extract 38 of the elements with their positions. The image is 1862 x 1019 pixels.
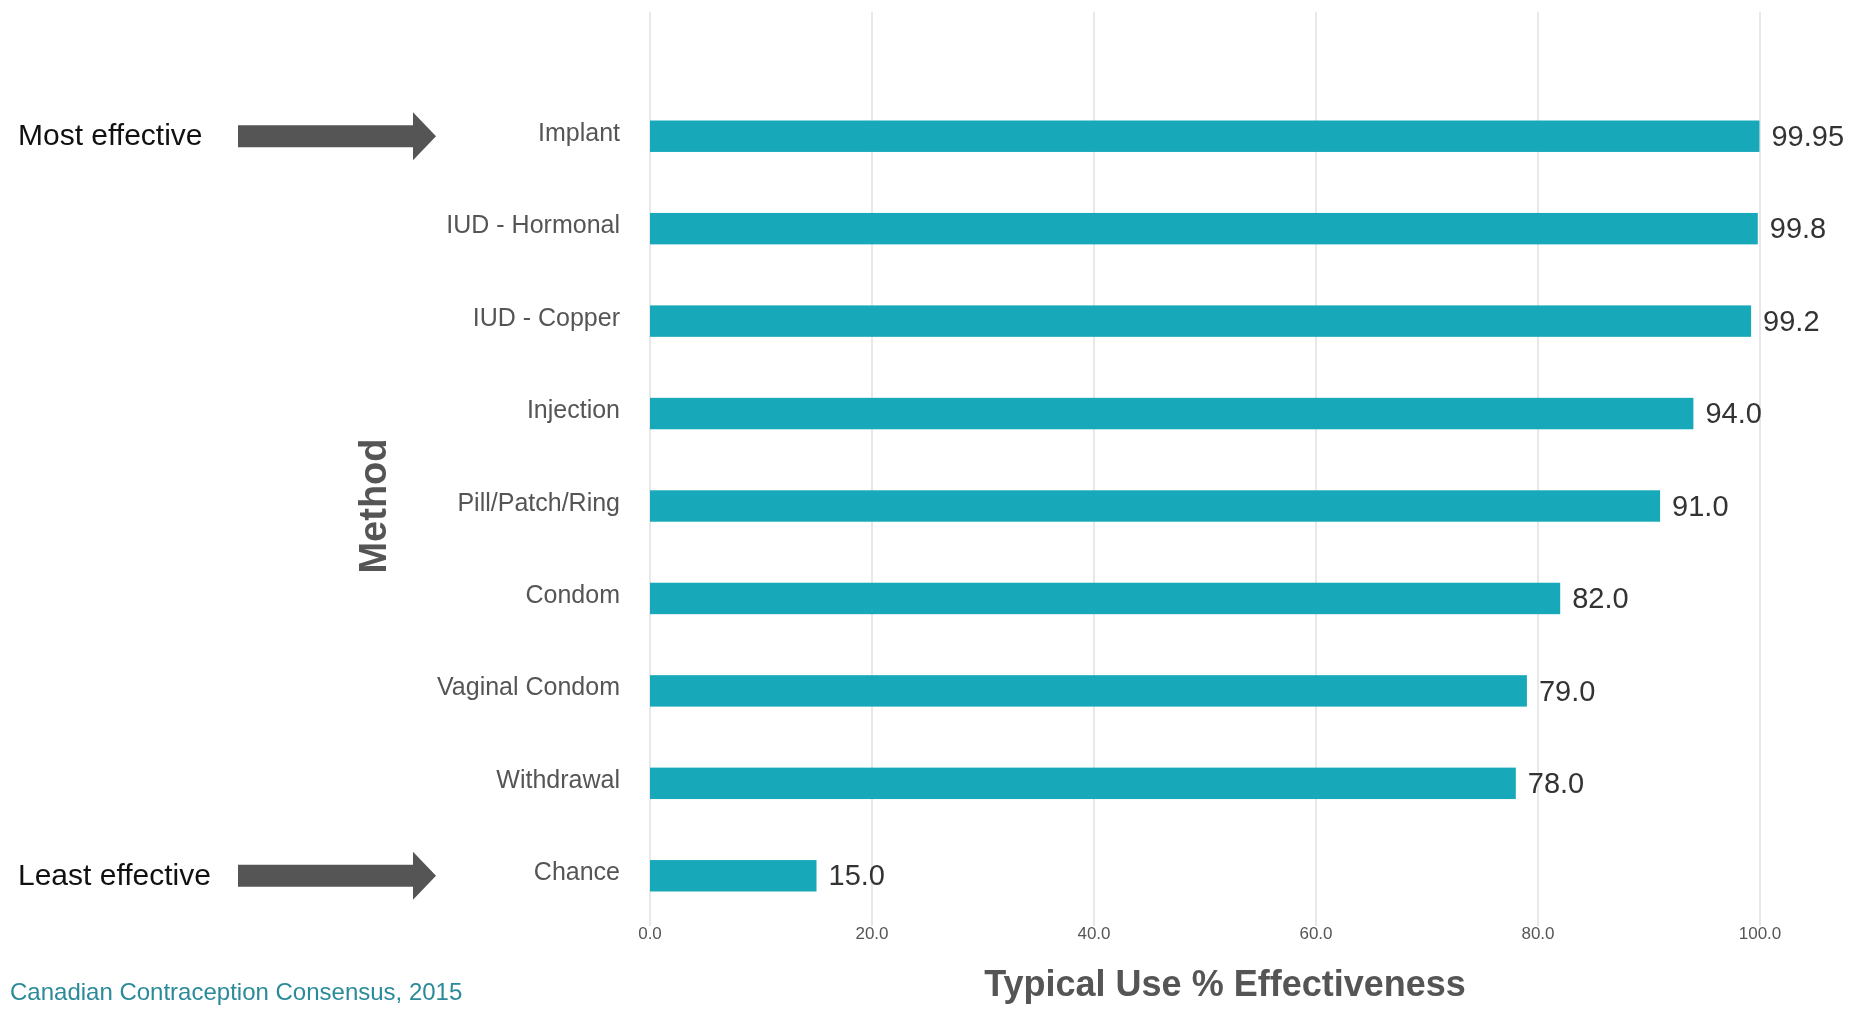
y-tick-label: Pill/Patch/Ring xyxy=(457,487,620,516)
y-tick-label: Injection xyxy=(526,395,620,424)
text: Least effective xyxy=(18,857,211,891)
bar xyxy=(650,582,1561,615)
data-label: 15.0 xyxy=(828,859,885,892)
data-label: 79.0 xyxy=(1538,674,1596,707)
data-label: 91.0 xyxy=(1672,489,1729,522)
y-axis-title: Method xyxy=(352,438,394,574)
x-tick-label: 80.0 xyxy=(1521,924,1555,944)
data-label: 99.95 xyxy=(1771,119,1845,152)
bar xyxy=(650,675,1527,707)
y-tick-label: Chance xyxy=(533,857,620,886)
x-tick-label: 20.0 xyxy=(855,924,889,944)
y-tick-label: Implant xyxy=(538,117,621,146)
y-tick-label: IUD - Hormonal xyxy=(446,210,620,239)
x-tick-label: 40.0 xyxy=(1077,924,1111,944)
bar xyxy=(650,490,1661,522)
bar xyxy=(650,212,1758,245)
text: Canadian Contraception Consensus, 2015 xyxy=(10,978,463,1005)
data-label: 94.0 xyxy=(1705,397,1762,430)
text: Most effective xyxy=(18,118,203,152)
x-axis-title: Typical Use % Effectiveness xyxy=(984,963,1466,1004)
x-tick-label: 0.0 xyxy=(638,924,662,944)
y-tick-label: Vaginal Condom xyxy=(437,672,620,701)
y-tick-label: Condom xyxy=(525,580,620,609)
y-tick-label: IUD - Copper xyxy=(472,302,620,331)
data-label: 78.0 xyxy=(1527,766,1585,799)
bar xyxy=(650,767,1516,800)
bar xyxy=(650,120,1760,152)
bar xyxy=(650,305,1752,337)
data-label: 99.8 xyxy=(1769,212,1827,245)
data-label: 82.0 xyxy=(1572,582,1629,615)
y-tick-label: Withdrawal xyxy=(496,764,620,793)
data-label: 99.2 xyxy=(1763,304,1820,337)
x-tick-label: 100.0 xyxy=(1738,924,1782,944)
x-tick-label: 60.0 xyxy=(1299,924,1333,944)
bar xyxy=(650,397,1694,430)
bar xyxy=(650,860,817,892)
